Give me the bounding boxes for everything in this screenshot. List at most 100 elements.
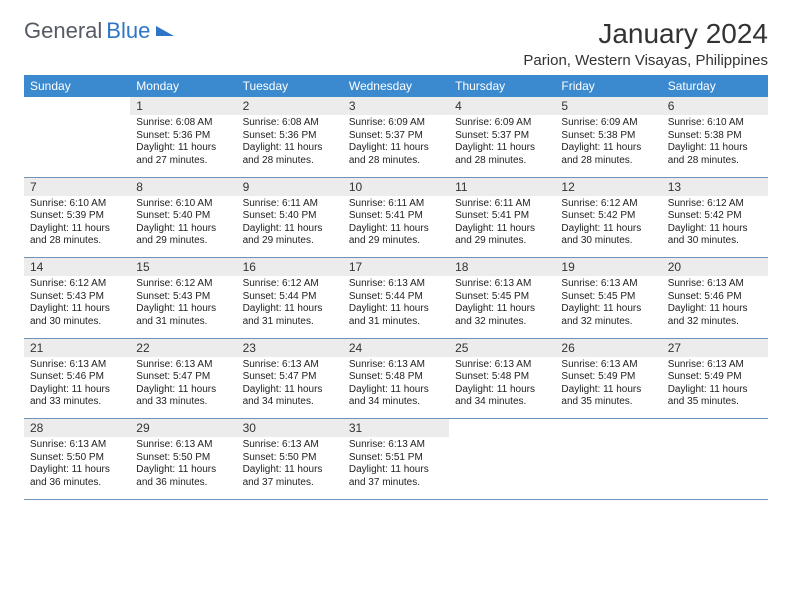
daylight-text: Daylight: 11 hours and 35 minutes.: [561, 384, 655, 409]
brand-triangle-icon: [156, 26, 174, 36]
sunrise-text: Sunrise: 6:13 AM: [668, 359, 762, 372]
day-number: 27: [662, 338, 768, 357]
day-info: Sunrise: 6:12 AMSunset: 5:42 PMDaylight:…: [555, 196, 661, 258]
sunset-text: Sunset: 5:50 PM: [30, 452, 124, 465]
sunrise-text: Sunrise: 6:12 AM: [243, 278, 337, 291]
sunset-text: Sunset: 5:48 PM: [455, 371, 549, 384]
sunrise-text: Sunrise: 6:12 AM: [30, 278, 124, 291]
sunrise-text: Sunrise: 6:10 AM: [668, 117, 762, 130]
day-number: 4: [449, 97, 555, 115]
sunset-text: Sunset: 5:36 PM: [243, 130, 337, 143]
sunrise-text: Sunrise: 6:13 AM: [455, 278, 549, 291]
dow-monday: Monday: [130, 75, 236, 97]
empty-cell: [662, 419, 768, 438]
sunrise-text: Sunrise: 6:13 AM: [243, 359, 337, 372]
sunset-text: Sunset: 5:44 PM: [243, 291, 337, 304]
sunrise-text: Sunrise: 6:13 AM: [136, 439, 230, 452]
day-info: Sunrise: 6:11 AMSunset: 5:40 PMDaylight:…: [237, 196, 343, 258]
sunrise-text: Sunrise: 6:13 AM: [668, 278, 762, 291]
day-number: 22: [130, 338, 236, 357]
daylight-text: Daylight: 11 hours and 34 minutes.: [455, 384, 549, 409]
sunset-text: Sunset: 5:50 PM: [243, 452, 337, 465]
daylight-text: Daylight: 11 hours and 30 minutes.: [561, 223, 655, 248]
daylight-text: Daylight: 11 hours and 29 minutes.: [243, 223, 337, 248]
dow-thursday: Thursday: [449, 75, 555, 97]
day-number: 14: [24, 258, 130, 277]
daylight-text: Daylight: 11 hours and 32 minutes.: [561, 303, 655, 328]
sunset-text: Sunset: 5:48 PM: [349, 371, 443, 384]
sunset-text: Sunset: 5:49 PM: [668, 371, 762, 384]
daylight-text: Daylight: 11 hours and 28 minutes.: [455, 142, 549, 167]
sunset-text: Sunset: 5:42 PM: [668, 210, 762, 223]
sunrise-text: Sunrise: 6:11 AM: [349, 198, 443, 211]
day-info: Sunrise: 6:13 AMSunset: 5:45 PMDaylight:…: [449, 276, 555, 338]
info-row: Sunrise: 6:13 AMSunset: 5:46 PMDaylight:…: [24, 357, 768, 419]
daylight-text: Daylight: 11 hours and 31 minutes.: [136, 303, 230, 328]
day-info: Sunrise: 6:08 AMSunset: 5:36 PMDaylight:…: [237, 115, 343, 177]
day-number: 13: [662, 177, 768, 196]
daylight-text: Daylight: 11 hours and 29 minutes.: [349, 223, 443, 248]
empty-cell: [24, 97, 130, 115]
empty-cell: [449, 419, 555, 438]
sunrise-text: Sunrise: 6:08 AM: [243, 117, 337, 130]
day-info: Sunrise: 6:13 AMSunset: 5:44 PMDaylight:…: [343, 276, 449, 338]
info-row: Sunrise: 6:08 AMSunset: 5:36 PMDaylight:…: [24, 115, 768, 177]
day-number: 9: [237, 177, 343, 196]
sunrise-text: Sunrise: 6:13 AM: [561, 278, 655, 291]
sunrise-text: Sunrise: 6:11 AM: [243, 198, 337, 211]
weekday-header-row: Sunday Monday Tuesday Wednesday Thursday…: [24, 75, 768, 97]
day-info: Sunrise: 6:13 AMSunset: 5:45 PMDaylight:…: [555, 276, 661, 338]
daylight-text: Daylight: 11 hours and 30 minutes.: [30, 303, 124, 328]
daylight-text: Daylight: 11 hours and 28 minutes.: [243, 142, 337, 167]
day-info: Sunrise: 6:11 AMSunset: 5:41 PMDaylight:…: [343, 196, 449, 258]
day-number: 23: [237, 338, 343, 357]
day-number: 29: [130, 419, 236, 438]
daynum-row: 78910111213: [24, 177, 768, 196]
info-row: Sunrise: 6:10 AMSunset: 5:39 PMDaylight:…: [24, 196, 768, 258]
day-info: Sunrise: 6:10 AMSunset: 5:38 PMDaylight:…: [662, 115, 768, 177]
sunset-text: Sunset: 5:45 PM: [561, 291, 655, 304]
day-info: Sunrise: 6:09 AMSunset: 5:38 PMDaylight:…: [555, 115, 661, 177]
sunrise-text: Sunrise: 6:13 AM: [243, 439, 337, 452]
day-number: 3: [343, 97, 449, 115]
day-info: Sunrise: 6:10 AMSunset: 5:39 PMDaylight:…: [24, 196, 130, 258]
day-info: Sunrise: 6:13 AMSunset: 5:48 PMDaylight:…: [449, 357, 555, 419]
info-row: Sunrise: 6:13 AMSunset: 5:50 PMDaylight:…: [24, 437, 768, 499]
dow-wednesday: Wednesday: [343, 75, 449, 97]
daylight-text: Daylight: 11 hours and 27 minutes.: [136, 142, 230, 167]
daylight-text: Daylight: 11 hours and 34 minutes.: [349, 384, 443, 409]
empty-info-cell: [449, 437, 555, 499]
day-number: 1: [130, 97, 236, 115]
day-number: 30: [237, 419, 343, 438]
day-number: 11: [449, 177, 555, 196]
day-info: Sunrise: 6:13 AMSunset: 5:50 PMDaylight:…: [24, 437, 130, 499]
day-info: Sunrise: 6:08 AMSunset: 5:36 PMDaylight:…: [130, 115, 236, 177]
daynum-row: 28293031: [24, 419, 768, 438]
dow-tuesday: Tuesday: [237, 75, 343, 97]
month-title: January 2024: [523, 18, 768, 50]
day-info: Sunrise: 6:12 AMSunset: 5:43 PMDaylight:…: [24, 276, 130, 338]
sunset-text: Sunset: 5:42 PM: [561, 210, 655, 223]
empty-cell: [555, 419, 661, 438]
daylight-text: Daylight: 11 hours and 31 minutes.: [349, 303, 443, 328]
day-info: Sunrise: 6:11 AMSunset: 5:41 PMDaylight:…: [449, 196, 555, 258]
daynum-row: 14151617181920: [24, 258, 768, 277]
day-number: 26: [555, 338, 661, 357]
day-number: 10: [343, 177, 449, 196]
sunrise-text: Sunrise: 6:13 AM: [349, 278, 443, 291]
sunset-text: Sunset: 5:37 PM: [455, 130, 549, 143]
daylight-text: Daylight: 11 hours and 30 minutes.: [668, 223, 762, 248]
dow-friday: Friday: [555, 75, 661, 97]
day-info: Sunrise: 6:13 AMSunset: 5:46 PMDaylight:…: [662, 276, 768, 338]
day-number: 21: [24, 338, 130, 357]
day-number: 24: [343, 338, 449, 357]
sunset-text: Sunset: 5:43 PM: [136, 291, 230, 304]
sunrise-text: Sunrise: 6:13 AM: [349, 439, 443, 452]
daylight-text: Daylight: 11 hours and 29 minutes.: [455, 223, 549, 248]
day-info: Sunrise: 6:13 AMSunset: 5:49 PMDaylight:…: [662, 357, 768, 419]
day-info: Sunrise: 6:13 AMSunset: 5:48 PMDaylight:…: [343, 357, 449, 419]
dow-sunday: Sunday: [24, 75, 130, 97]
title-block: January 2024 Parion, Western Visayas, Ph…: [523, 18, 768, 69]
daylight-text: Daylight: 11 hours and 37 minutes.: [243, 464, 337, 489]
sunset-text: Sunset: 5:45 PM: [455, 291, 549, 304]
